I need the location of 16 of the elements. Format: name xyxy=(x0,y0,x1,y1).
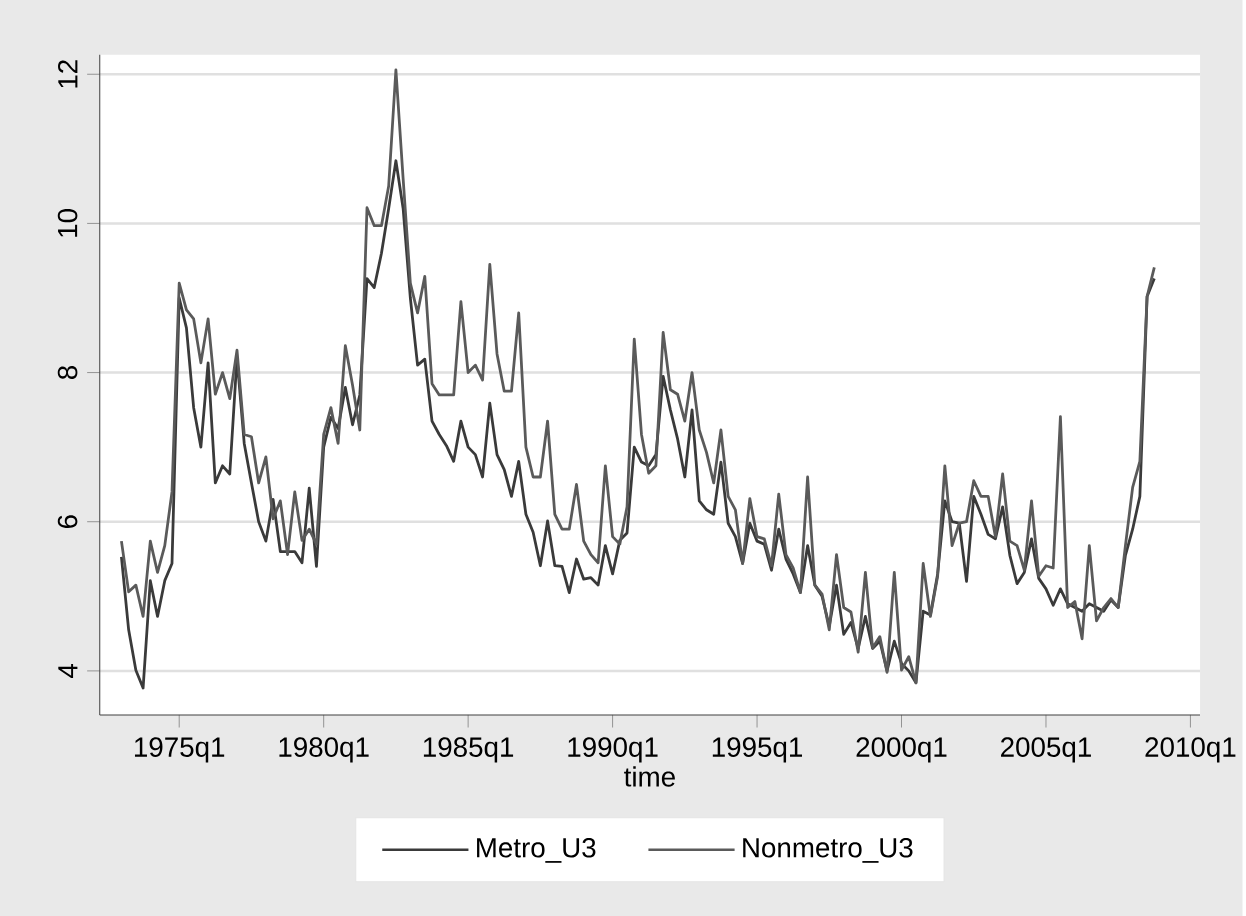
y-tick-label: 6 xyxy=(57,515,78,528)
y-tick-label: 4 xyxy=(58,663,78,678)
x-tick-label: 2010q1 xyxy=(1145,737,1236,763)
x-axis-title: time xyxy=(624,766,675,787)
x-tick-label: 2005q1 xyxy=(1001,737,1091,763)
x-tick-label: 1985q1 xyxy=(423,737,514,763)
x-tick-label: 2000q1 xyxy=(856,737,947,763)
y-tick-label: 8 xyxy=(57,365,78,379)
legend-label: Nonmetro_U3 xyxy=(743,837,913,863)
y-tick-label: 10 xyxy=(57,208,78,237)
x-tick-label: 1980q1 xyxy=(279,737,369,763)
x-tick-label: 1975q1 xyxy=(134,737,225,763)
y-tick-label: 12 xyxy=(58,60,78,88)
x-tick-label: 1995q1 xyxy=(712,737,803,763)
legend-label: Metro_U3 xyxy=(477,837,596,863)
x-tick-label: 1990q1 xyxy=(568,737,658,763)
